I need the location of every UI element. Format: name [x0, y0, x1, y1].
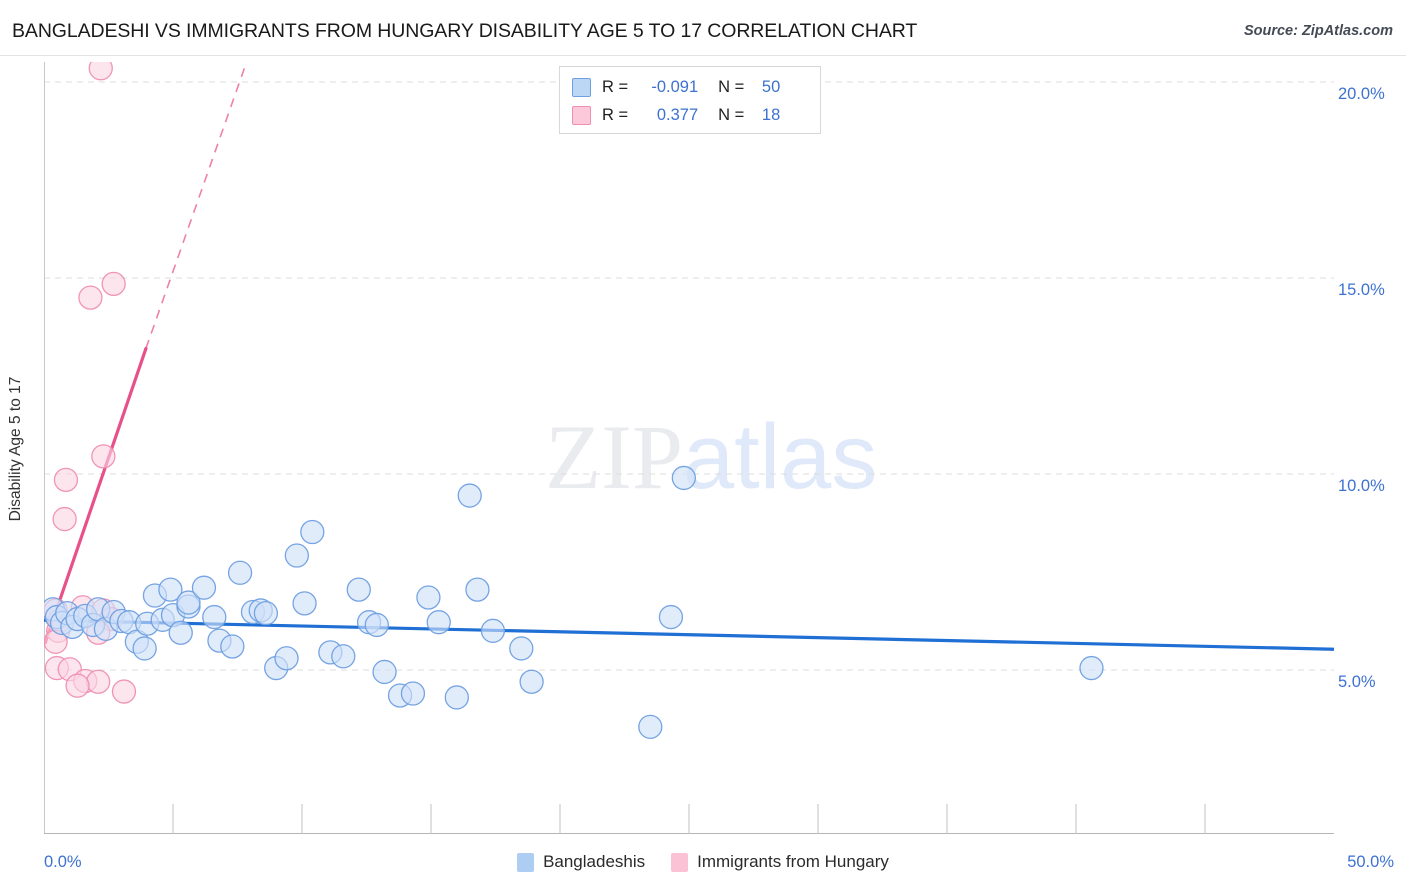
stats-n-value-pink: 18: [761, 105, 781, 124]
stats-row-bangladeshis: R = -0.091 N = 50: [572, 73, 810, 101]
scatter-plot-area: [44, 62, 1334, 834]
stats-n-value-blue: 50: [761, 77, 781, 96]
series-legend: Bangladeshis Immigrants from Hungary: [0, 845, 1406, 879]
stats-r-key-blue: R =: [602, 77, 629, 96]
y-tick-label-20: 20.0%: [1338, 85, 1385, 103]
x-axis-ticks: [172, 804, 1206, 834]
chart-header: BANGLADESHI VS IMMIGRANTS FROM HUNGARY D…: [0, 0, 1406, 56]
y-axis-title: Disability Age 5 to 17: [0, 0, 30, 892]
legend-label-immigrants-from-hungary: Immigrants from Hungary: [697, 852, 889, 871]
legend-swatch-blue-icon: [572, 77, 591, 97]
legend-label-bangladeshis: Bangladeshis: [543, 852, 646, 871]
page-title: BANGLADESHI VS IMMIGRANTS FROM HUNGARY D…: [12, 20, 918, 42]
stats-n-key-blue: N =: [718, 77, 745, 96]
axis-lines: [44, 62, 1334, 834]
y-tick-label-15: 15.0%: [1338, 281, 1385, 299]
y-tick-label-5: 5.0%: [1338, 673, 1376, 691]
x-axis-max-label: 50.0%: [1347, 853, 1394, 871]
legend-swatch-pink-icon: [572, 105, 591, 125]
stats-r-value-pink: 0.377: [656, 105, 699, 124]
legend-item-immigrants-from-hungary[interactable]: Immigrants from Hungary: [671, 852, 889, 872]
source-attribution: Source: ZipAtlas.com: [1243, 23, 1393, 39]
stats-row-immigrants-from-hungary: R = 0.377 N = 18: [572, 101, 810, 129]
y-axis-title-text: Disability Age 5 to 17: [7, 376, 24, 522]
legend-color-swatch-bangladeshis-icon: [517, 852, 535, 872]
y-tick-label-10: 10.0%: [1338, 477, 1385, 495]
header-divider: [0, 55, 1406, 56]
stats-n-key-pink: N =: [718, 105, 745, 124]
gridlines: [44, 81, 1334, 671]
legend-color-swatch-immigrants-icon: [671, 852, 689, 872]
trend-lines: [44, 62, 1334, 651]
correlation-stats-legend: R = -0.091 N = 50 R = 0.377 N = 18: [559, 66, 821, 134]
stats-r-value-blue: -0.091: [651, 77, 699, 96]
x-axis-min-label: 0.0%: [44, 853, 82, 871]
scatter-plot-svg: [44, 62, 1334, 834]
legend-item-bangladeshis[interactable]: Bangladeshis: [517, 852, 645, 872]
stats-r-key-pink: R =: [602, 105, 629, 124]
data-points-bangladeshis: [44, 465, 1104, 739]
